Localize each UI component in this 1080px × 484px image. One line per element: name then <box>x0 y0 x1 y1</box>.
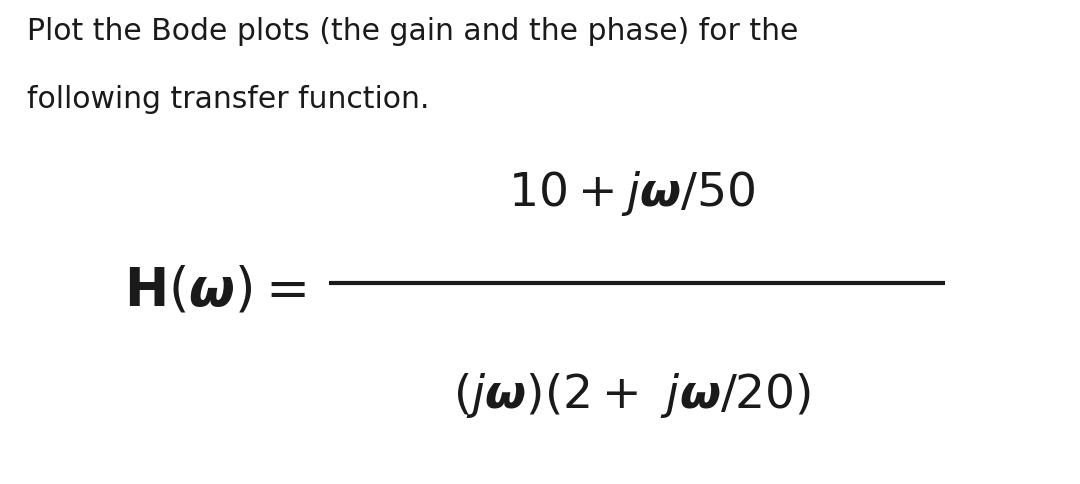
Text: $(j\boldsymbol{\omega})(2+\ j\boldsymbol{\omega}/20)$: $(j\boldsymbol{\omega})(2+\ j\boldsymbol… <box>453 370 811 419</box>
Text: following transfer function.: following transfer function. <box>27 85 430 114</box>
Text: Plot the Bode plots (the gain and the phase) for the: Plot the Bode plots (the gain and the ph… <box>27 17 798 46</box>
Text: $10 + j\boldsymbol{\omega}/50$: $10 + j\boldsymbol{\omega}/50$ <box>509 169 755 218</box>
Text: $\mathbf{H}(\boldsymbol{\omega}) =$: $\mathbf{H}(\boldsymbol{\omega}) =$ <box>124 264 307 317</box>
